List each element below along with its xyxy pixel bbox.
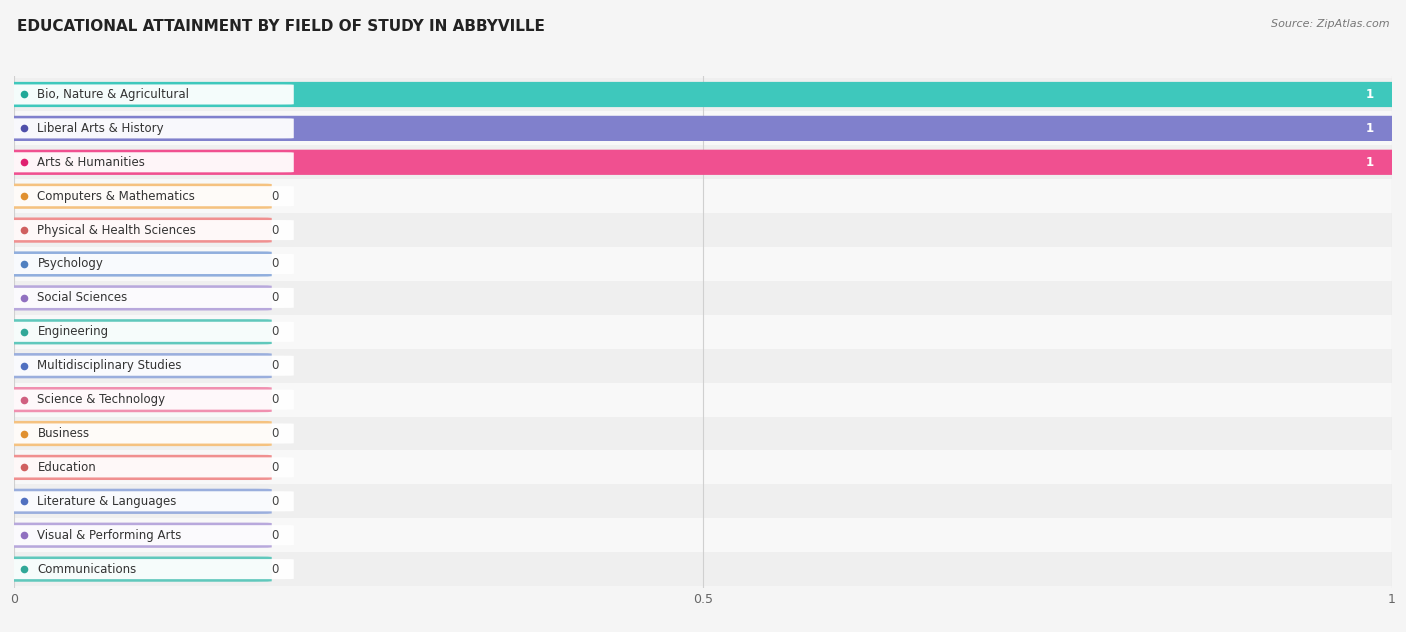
Text: 1: 1 [1365, 156, 1374, 169]
Text: 0: 0 [271, 291, 280, 305]
Bar [14, 416, 1392, 451]
FancyBboxPatch shape [0, 116, 1406, 141]
FancyBboxPatch shape [3, 389, 294, 410]
FancyBboxPatch shape [0, 489, 271, 514]
FancyBboxPatch shape [3, 322, 294, 342]
Text: 0: 0 [271, 257, 280, 270]
Text: 0: 0 [271, 325, 280, 338]
Text: 0: 0 [271, 562, 280, 576]
Bar [14, 451, 1392, 484]
FancyBboxPatch shape [3, 458, 294, 477]
Bar [14, 518, 1392, 552]
Bar [14, 111, 1392, 145]
Text: Engineering: Engineering [38, 325, 108, 338]
Text: Physical & Health Sciences: Physical & Health Sciences [38, 224, 197, 236]
Text: 0: 0 [271, 529, 280, 542]
Bar [14, 281, 1392, 315]
Text: Social Sciences: Social Sciences [38, 291, 128, 305]
Bar [14, 213, 1392, 247]
Bar [14, 484, 1392, 518]
Bar [14, 247, 1392, 281]
FancyBboxPatch shape [0, 523, 271, 548]
Text: Source: ZipAtlas.com: Source: ZipAtlas.com [1271, 19, 1389, 29]
FancyBboxPatch shape [0, 82, 1406, 107]
Text: Literature & Languages: Literature & Languages [38, 495, 177, 507]
FancyBboxPatch shape [3, 118, 294, 138]
Text: Psychology: Psychology [38, 257, 104, 270]
Text: Multidisciplinary Studies: Multidisciplinary Studies [38, 359, 181, 372]
Bar [14, 179, 1392, 213]
FancyBboxPatch shape [3, 186, 294, 206]
Text: EDUCATIONAL ATTAINMENT BY FIELD OF STUDY IN ABBYVILLE: EDUCATIONAL ATTAINMENT BY FIELD OF STUDY… [17, 19, 544, 34]
Text: Computers & Mathematics: Computers & Mathematics [38, 190, 195, 203]
FancyBboxPatch shape [3, 559, 294, 579]
Text: 0: 0 [271, 461, 280, 474]
FancyBboxPatch shape [0, 183, 271, 209]
Text: 0: 0 [271, 359, 280, 372]
Bar [14, 145, 1392, 179]
FancyBboxPatch shape [0, 285, 271, 310]
FancyBboxPatch shape [3, 152, 294, 173]
FancyBboxPatch shape [0, 217, 271, 243]
Text: Liberal Arts & History: Liberal Arts & History [38, 122, 165, 135]
Text: 1: 1 [1365, 122, 1374, 135]
FancyBboxPatch shape [3, 85, 294, 104]
Text: 0: 0 [271, 495, 280, 507]
Text: 1: 1 [1365, 88, 1374, 101]
Text: Communications: Communications [38, 562, 136, 576]
FancyBboxPatch shape [3, 491, 294, 511]
Text: 0: 0 [271, 393, 280, 406]
Text: Science & Technology: Science & Technology [38, 393, 166, 406]
FancyBboxPatch shape [3, 288, 294, 308]
Text: Visual & Performing Arts: Visual & Performing Arts [38, 529, 181, 542]
Bar [14, 315, 1392, 349]
FancyBboxPatch shape [3, 254, 294, 274]
Text: 0: 0 [271, 224, 280, 236]
Text: Bio, Nature & Agricultural: Bio, Nature & Agricultural [38, 88, 190, 101]
Text: Arts & Humanities: Arts & Humanities [38, 156, 145, 169]
FancyBboxPatch shape [3, 423, 294, 444]
Text: Business: Business [38, 427, 90, 440]
FancyBboxPatch shape [0, 252, 271, 277]
FancyBboxPatch shape [0, 150, 1406, 175]
FancyBboxPatch shape [0, 353, 271, 379]
Bar [14, 382, 1392, 416]
FancyBboxPatch shape [0, 421, 271, 446]
Text: Education: Education [38, 461, 96, 474]
FancyBboxPatch shape [3, 356, 294, 376]
FancyBboxPatch shape [3, 220, 294, 240]
Text: 0: 0 [271, 427, 280, 440]
FancyBboxPatch shape [3, 525, 294, 545]
Text: 0: 0 [271, 190, 280, 203]
Bar [14, 349, 1392, 382]
FancyBboxPatch shape [0, 387, 271, 412]
FancyBboxPatch shape [0, 319, 271, 344]
Bar [14, 78, 1392, 111]
Bar [14, 552, 1392, 586]
FancyBboxPatch shape [0, 455, 271, 480]
FancyBboxPatch shape [0, 557, 271, 581]
